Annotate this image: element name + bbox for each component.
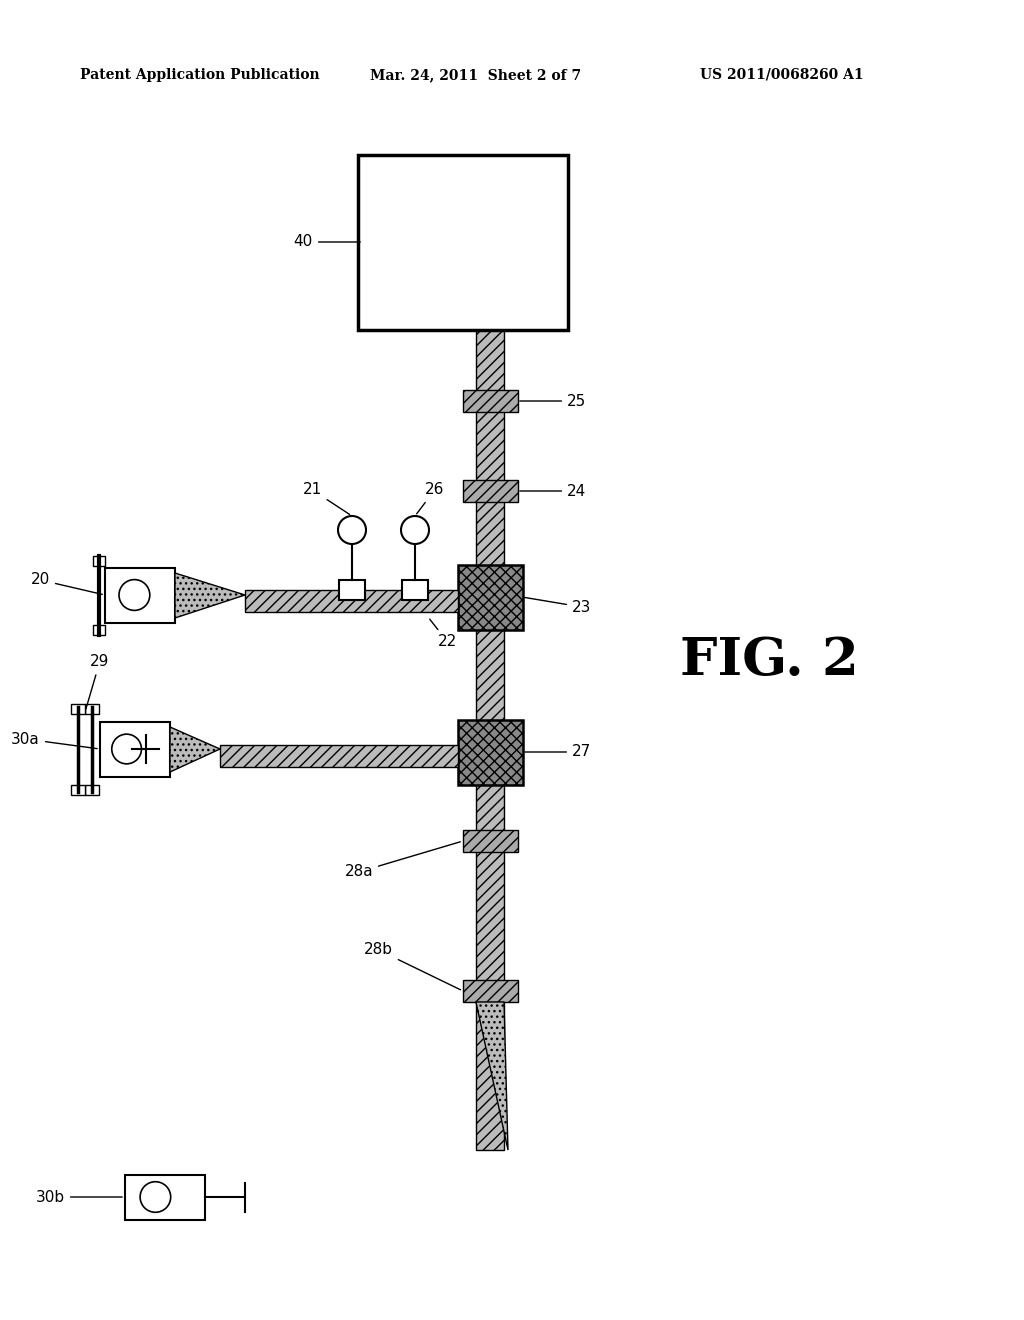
Bar: [100, 722, 170, 777]
Text: US 2011/0068260 A1: US 2011/0068260 A1: [700, 69, 863, 82]
Bar: [402, 579, 428, 601]
Text: 28b: 28b: [364, 942, 461, 990]
Polygon shape: [476, 1002, 508, 1150]
Text: 26: 26: [417, 483, 444, 513]
Text: 21: 21: [303, 483, 349, 515]
Text: 30a: 30a: [11, 731, 97, 748]
Bar: [245, 590, 458, 612]
Bar: [85, 785, 99, 795]
Bar: [358, 154, 568, 330]
Text: FIG. 2: FIG. 2: [680, 635, 859, 685]
Circle shape: [112, 734, 141, 764]
Text: 25: 25: [520, 393, 587, 408]
Bar: [125, 1175, 205, 1220]
Text: Patent Application Publication: Patent Application Publication: [80, 69, 319, 82]
Bar: [93, 556, 105, 566]
Text: 24: 24: [520, 483, 587, 499]
Bar: [71, 704, 85, 714]
Circle shape: [119, 579, 150, 610]
Bar: [71, 785, 85, 795]
Text: 40: 40: [294, 235, 360, 249]
Bar: [458, 565, 523, 630]
Bar: [458, 719, 523, 785]
Bar: [463, 480, 518, 502]
Bar: [463, 830, 518, 851]
Circle shape: [401, 516, 429, 544]
Text: 20: 20: [31, 573, 102, 594]
Bar: [220, 744, 458, 767]
Text: 27: 27: [524, 744, 591, 759]
Polygon shape: [170, 727, 220, 772]
Circle shape: [140, 1181, 171, 1212]
Bar: [105, 568, 175, 623]
Polygon shape: [175, 573, 245, 618]
Text: 30b: 30b: [36, 1189, 122, 1204]
Bar: [463, 979, 518, 1002]
Bar: [93, 624, 105, 635]
Text: 22: 22: [430, 619, 458, 649]
Bar: [463, 389, 518, 412]
Text: 29: 29: [86, 655, 110, 709]
Text: 28a: 28a: [344, 842, 461, 879]
Circle shape: [338, 516, 366, 544]
Bar: [476, 330, 504, 1150]
Bar: [339, 579, 365, 601]
Text: 23: 23: [524, 598, 592, 615]
Bar: [85, 704, 99, 714]
Text: Mar. 24, 2011  Sheet 2 of 7: Mar. 24, 2011 Sheet 2 of 7: [370, 69, 582, 82]
